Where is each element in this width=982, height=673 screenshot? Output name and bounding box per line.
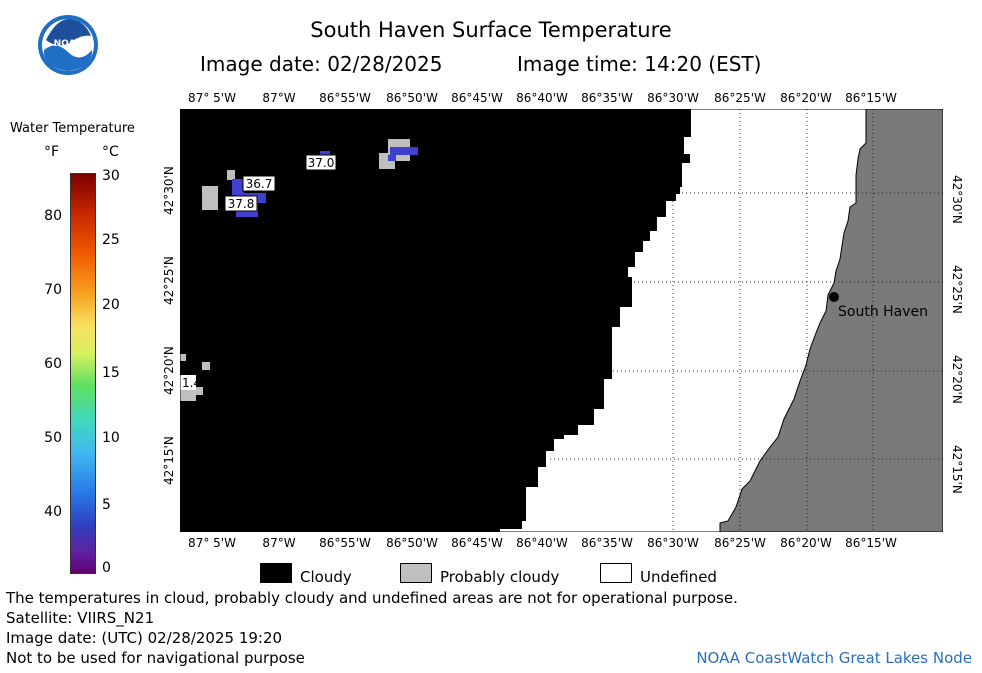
longitude-label: 86°20'W bbox=[780, 536, 832, 550]
legend-undefined: Undefined bbox=[640, 568, 717, 586]
celsius-tick: 25 bbox=[102, 232, 120, 248]
longitude-label: 86°25'W bbox=[714, 91, 766, 105]
city-marker bbox=[829, 292, 839, 302]
satellite: Satellite: VIIRS_N21 bbox=[6, 609, 155, 627]
legend-swatch-undefined bbox=[600, 563, 632, 583]
longitude-label: 87°W bbox=[262, 536, 296, 550]
celsius-tick: 10 bbox=[102, 430, 120, 446]
land-area bbox=[719, 109, 943, 532]
longitude-label: 87° 5'W bbox=[188, 536, 236, 550]
longitude-label: 86°50'W bbox=[386, 91, 438, 105]
legend-probably-cloudy: Probably cloudy bbox=[440, 568, 560, 586]
nav-warning: Not to be used for navigational purpose bbox=[6, 649, 305, 667]
longitude-label: 86°15'W bbox=[845, 91, 897, 105]
celsius-tick: 30 bbox=[102, 168, 120, 184]
latitude-label: 42°30'N bbox=[950, 175, 964, 224]
longitude-label: 86°40'W bbox=[516, 91, 568, 105]
fahrenheit-tick: 50 bbox=[44, 430, 62, 446]
longitude-label: 86°15'W bbox=[845, 536, 897, 550]
longitude-label: 87°W bbox=[262, 91, 296, 105]
latitude-label: 42°25'N bbox=[950, 265, 964, 314]
temp-label: 37.0 bbox=[308, 156, 335, 170]
colorbar bbox=[70, 173, 96, 574]
unit-celsius: °C bbox=[102, 144, 119, 160]
temp-label: 36.7 bbox=[246, 177, 273, 191]
celsius-tick: 5 bbox=[102, 497, 111, 513]
longitude-label: 86°30'W bbox=[647, 536, 699, 550]
latitude-label: 42°15'N bbox=[950, 445, 964, 494]
legend-cloudy: Cloudy bbox=[300, 568, 352, 586]
longitude-label: 86°35'W bbox=[581, 91, 633, 105]
latitude-label: 42°20'N bbox=[162, 346, 176, 395]
image-date: Image date: 02/28/2025 bbox=[200, 52, 443, 76]
longitude-label: 86°25'W bbox=[714, 536, 766, 550]
latitude-label: 42°30'N bbox=[162, 166, 176, 215]
legend-swatch-probably-cloudy bbox=[400, 563, 432, 583]
longitude-label: 86°20'W bbox=[780, 91, 832, 105]
noaa-logo-icon: NOAA bbox=[38, 15, 98, 75]
longitude-label: 86°45'W bbox=[451, 536, 503, 550]
longitude-label: 86°35'W bbox=[581, 536, 633, 550]
fahrenheit-tick: 70 bbox=[44, 282, 62, 298]
celsius-tick: 0 bbox=[102, 560, 111, 576]
fahrenheit-tick: 40 bbox=[44, 504, 62, 520]
longitude-label: 86°30'W bbox=[647, 91, 699, 105]
cloudy-area bbox=[180, 109, 691, 532]
logo-text: NOAA bbox=[54, 39, 83, 49]
temp-label: 1.4 bbox=[182, 376, 201, 390]
latitude-label: 42°25'N bbox=[162, 256, 176, 305]
legend-swatch-cloudy bbox=[260, 563, 292, 583]
fahrenheit-tick: 80 bbox=[44, 208, 62, 224]
map: 37.0 36.7 37.8 1.4 South Haven bbox=[180, 109, 943, 532]
credit: NOAA CoastWatch Great Lakes Node bbox=[696, 649, 972, 667]
longitude-label: 86°50'W bbox=[386, 536, 438, 550]
longitude-label: 86°45'W bbox=[451, 91, 503, 105]
longitude-label: 87° 5'W bbox=[188, 91, 236, 105]
graticule bbox=[550, 109, 943, 532]
unit-fahrenheit: °F bbox=[44, 144, 60, 160]
image-time: Image time: 14:20 (EST) bbox=[517, 52, 762, 76]
latitude-label: 42°20'N bbox=[950, 355, 964, 404]
longitude-label: 86°55'W bbox=[319, 91, 371, 105]
longitude-label: 86°55'W bbox=[319, 536, 371, 550]
celsius-tick: 15 bbox=[102, 365, 120, 381]
disclaimer: The temperatures in cloud, probably clou… bbox=[6, 589, 738, 607]
fahrenheit-tick: 60 bbox=[44, 356, 62, 372]
celsius-tick: 20 bbox=[102, 297, 120, 313]
longitude-label: 86°40'W bbox=[516, 536, 568, 550]
latitude-label: 42°15'N bbox=[162, 436, 176, 485]
colorbar-title: Water Temperature bbox=[10, 121, 135, 136]
utc-date: Image date: (UTC) 02/28/2025 19:20 bbox=[6, 629, 283, 647]
page-title: South Haven Surface Temperature bbox=[310, 18, 672, 42]
city-label: South Haven bbox=[838, 304, 928, 320]
temp-label: 37.8 bbox=[228, 197, 255, 211]
